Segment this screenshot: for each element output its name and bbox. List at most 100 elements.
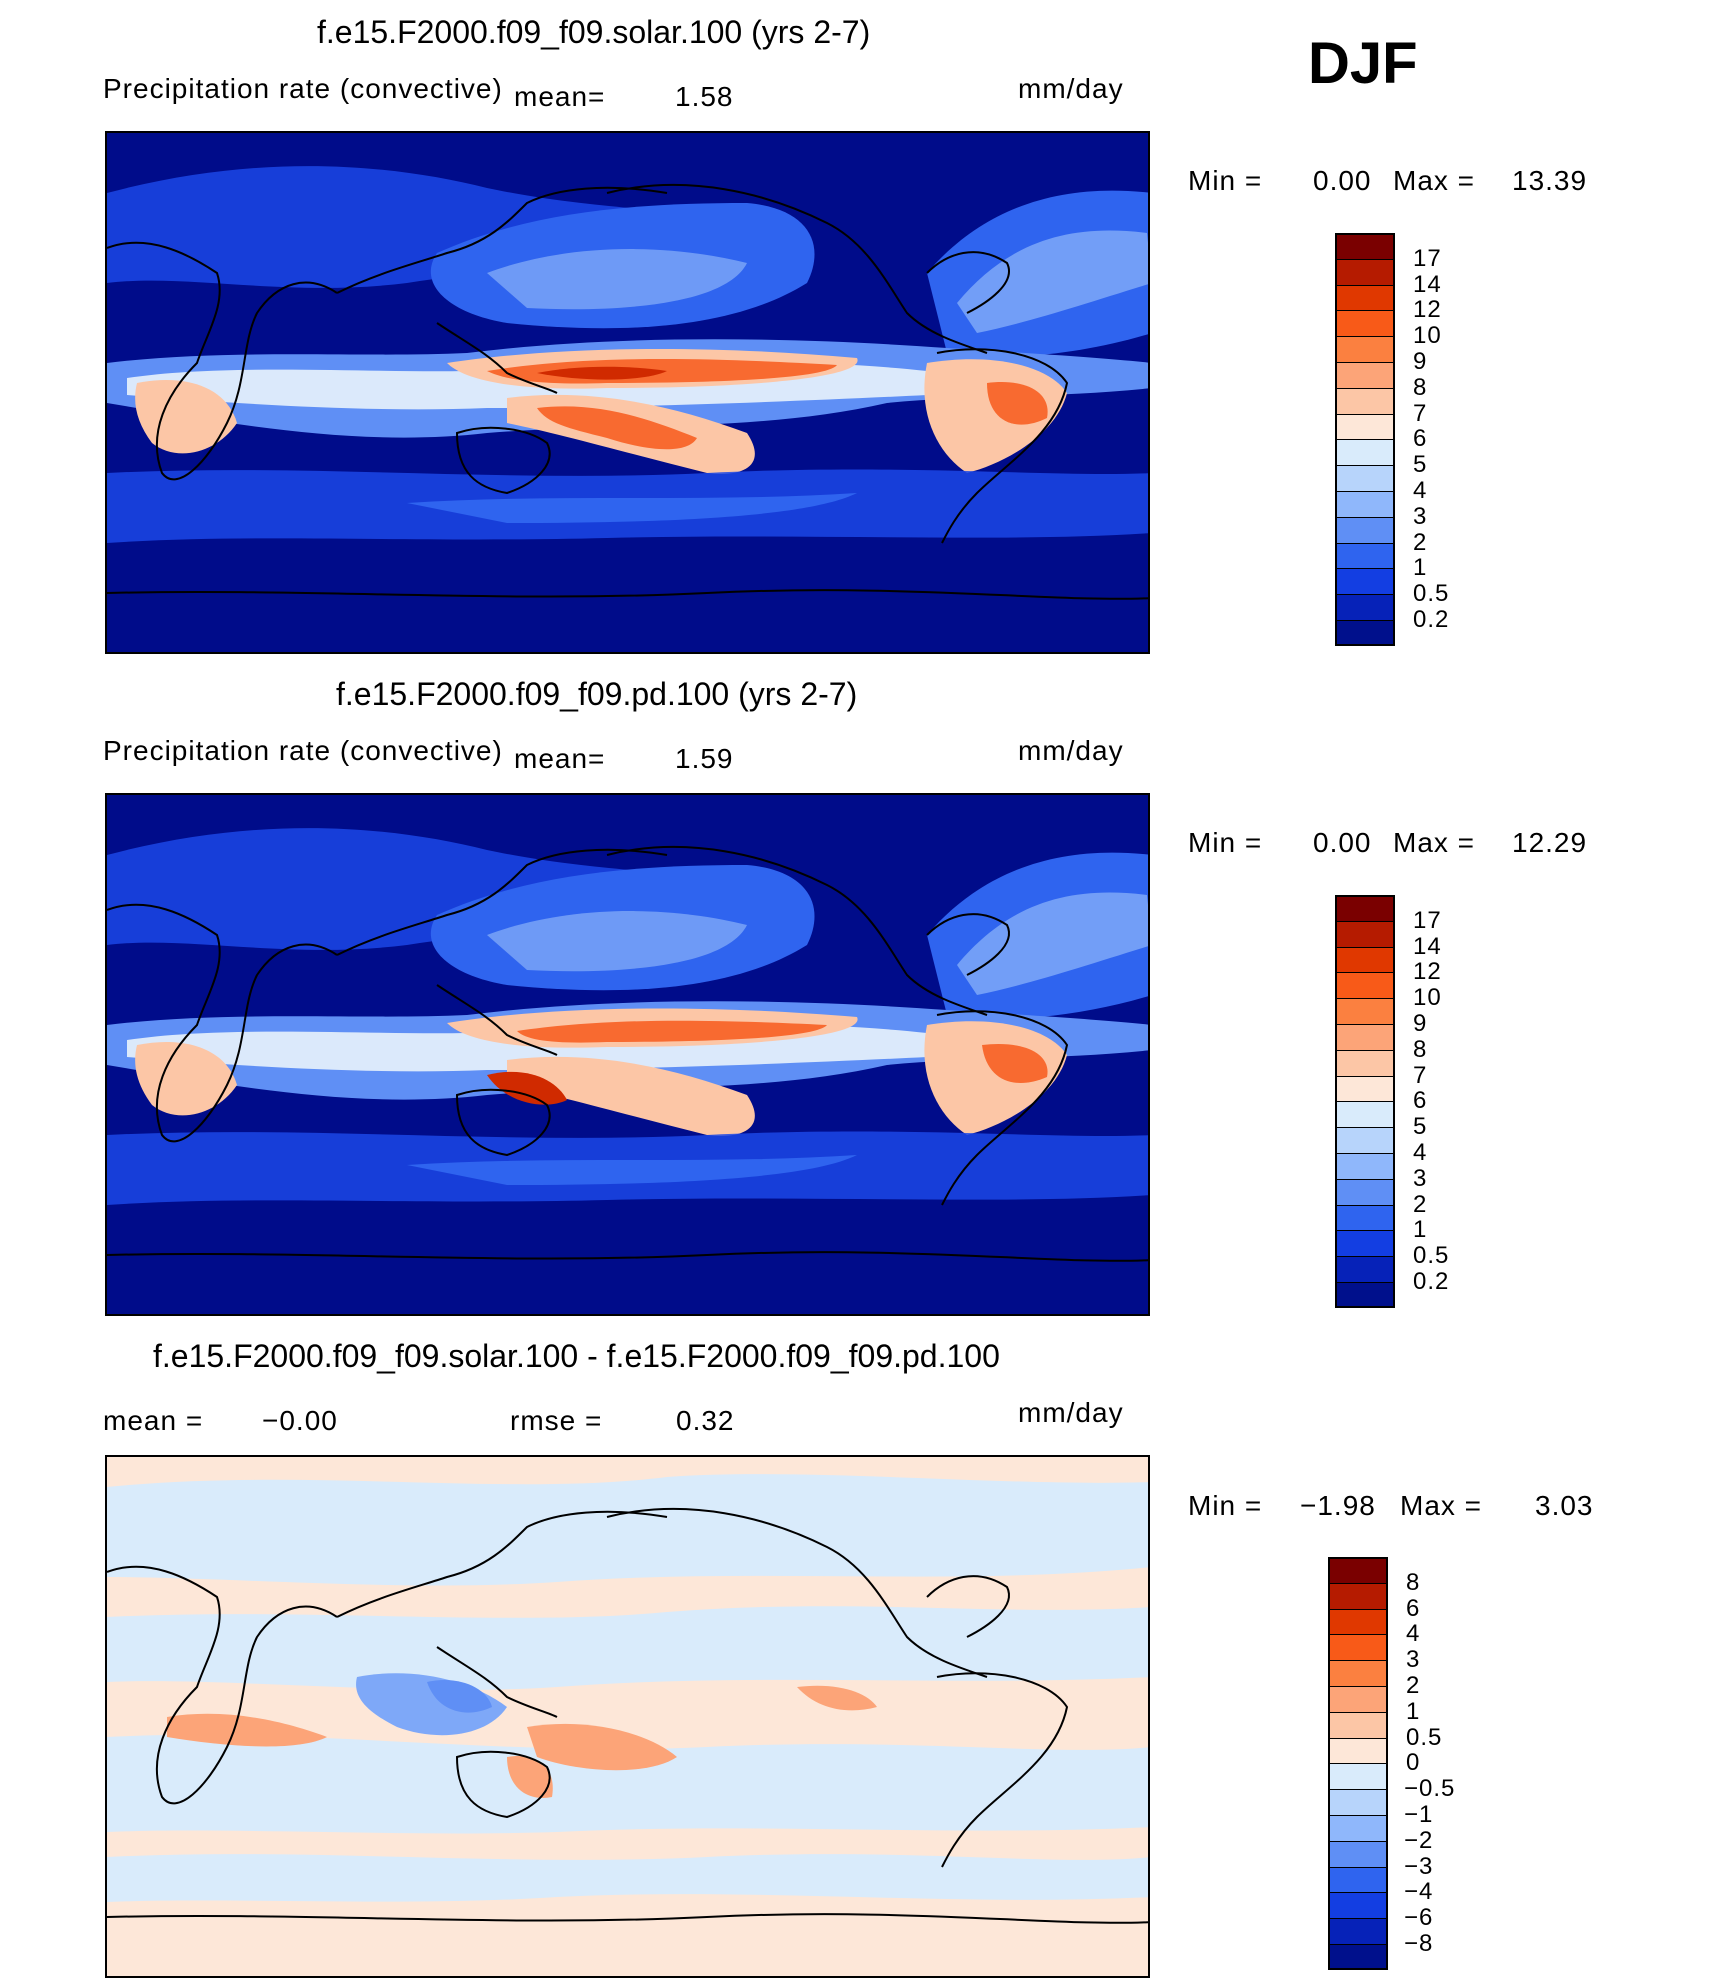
coast-north-america-west (606, 1508, 988, 1678)
coast-maritime (436, 1646, 558, 1718)
itcz-warm-core (537, 366, 667, 380)
colorbar-cell (1335, 895, 1395, 921)
panel3-mean-label: mean = (103, 1405, 204, 1436)
colorbar-cell (1335, 972, 1395, 999)
panel3-map (105, 1455, 1150, 1978)
panel1-mean-value: 1.58 (675, 81, 734, 112)
season-label: DJF (1308, 31, 1418, 96)
panel1-map (105, 131, 1150, 654)
colorbar-cell (1335, 920, 1395, 947)
colorbar-tick-label: 17 (1413, 906, 1442, 934)
colorbar-tick-label: 1 (1406, 1697, 1421, 1725)
colorbar-cell (1335, 568, 1395, 595)
amazon-core (987, 382, 1048, 425)
colorbar-cell (1335, 542, 1395, 569)
coast-africa-europe (107, 1565, 338, 1805)
coast-maritime (436, 984, 558, 1056)
panel2-mean-label: mean= (514, 743, 606, 774)
amazon-convection (924, 359, 1067, 473)
coast-asia-south (336, 186, 668, 294)
colorbar-cell (1335, 1204, 1395, 1231)
coast-south-america (936, 348, 1069, 544)
colorbar-cell (1328, 1944, 1388, 1970)
coast-australia (455, 1088, 551, 1157)
colorbar-frame (1328, 1557, 1388, 1970)
colorbar-cell (1328, 1789, 1388, 1815)
panel3-title: f.e15.F2000.f09_f09.solar.100 - f.e15.F2… (153, 1338, 1000, 1374)
colorbar-tick-label: 9 (1413, 348, 1428, 375)
colorbar-tick-label: 0 (1406, 1749, 1421, 1777)
colorbar-cell (1335, 1024, 1395, 1050)
colorbar-tick-label: 6 (1413, 1087, 1428, 1115)
colorbar-cell (1328, 1840, 1388, 1867)
colorbar-cell (1328, 1582, 1388, 1609)
panel2-variable: Precipitation rate (convective) (103, 735, 503, 766)
coast-south-america (936, 1672, 1069, 1868)
colorbar-frame (1335, 895, 1395, 1308)
colorbar-cell (1335, 362, 1395, 388)
coast-antarctica (107, 589, 1148, 600)
colorbar-tick-label: 17 (1413, 244, 1442, 272)
africa-positive (167, 1713, 327, 1747)
colorbar-cell (1335, 387, 1395, 414)
colorbar-tick-label: 5 (1413, 451, 1428, 479)
spcz-warm-mid (537, 406, 697, 450)
colorbar-tick-label: 2 (1413, 1190, 1428, 1218)
sh-storm-band-mid (407, 1155, 857, 1185)
panel2-mean-value: 1.59 (675, 743, 734, 774)
panel1-min-label: Min = (1188, 165, 1263, 196)
colorbar-tick-label: 4 (1413, 1139, 1428, 1166)
colorbar-tick-label: 10 (1413, 984, 1442, 1012)
nh-cool-band (107, 1474, 1148, 1586)
coast-australia (455, 1750, 551, 1819)
colorbar-tick-label: −3 (1404, 1852, 1434, 1880)
itcz-warm-mid (517, 1020, 827, 1043)
australia-monsoon-core (487, 1071, 567, 1105)
coast-maritime (436, 322, 558, 394)
panel2-map-svg (107, 795, 1148, 1314)
coastlines (107, 1508, 1148, 1924)
coast-north-america-west (606, 846, 988, 1016)
colorbar-tick-label: −2 (1404, 1826, 1434, 1854)
sh-cool-band (107, 1734, 1148, 1834)
australia-positive (507, 1756, 553, 1798)
coast-africa-europe (107, 241, 338, 481)
colorbar-cell (1328, 1711, 1388, 1738)
panel2-min-label: Min = (1188, 827, 1263, 858)
coast-north-america-east (926, 913, 1010, 976)
colorbar-cell (1335, 465, 1395, 491)
colorbar-cell (1328, 1686, 1388, 1712)
panel3-units: mm/day (1018, 1397, 1124, 1428)
amazon-core (982, 1043, 1048, 1084)
colorbar-tick-label: 2 (1406, 1672, 1421, 1699)
colorbar-cell (1335, 1178, 1395, 1205)
coastlines (107, 846, 1148, 1262)
colorbar-tick-label: 0.5 (1413, 580, 1450, 608)
spcz-positive (527, 1723, 677, 1771)
colorbar-tick-label: 9 (1413, 1010, 1428, 1037)
panel1-min-value: 0.00 (1313, 165, 1372, 196)
sh-storm-band-mid (407, 493, 857, 523)
north-atlantic-light (957, 892, 1148, 995)
spcz-warm-light (507, 1056, 755, 1136)
panel2-min-value: 0.00 (1313, 827, 1372, 858)
colorbar-tick-label: −1 (1404, 1801, 1434, 1828)
colorbar-tick-label: 4 (1406, 1620, 1421, 1648)
colorbar-tick-label: 2 (1413, 528, 1428, 556)
colorbar-tick-label: 14 (1413, 270, 1442, 298)
colorbar-cell (1335, 1282, 1395, 1308)
colorbar-cell (1328, 1608, 1388, 1635)
colorbar-tick-label: −0.5 (1404, 1775, 1456, 1803)
colorbar-cell (1335, 1101, 1395, 1128)
colorbar-tick-label: 4 (1413, 477, 1428, 504)
colorbar-tick-label: −4 (1404, 1878, 1434, 1906)
panel2-max-label: Max = (1393, 827, 1476, 858)
colorbar-tick-label: 8 (1413, 373, 1428, 401)
colorbar-cell (1328, 1634, 1388, 1661)
colorbar-cell (1328, 1737, 1388, 1764)
colorbar-cell (1335, 946, 1395, 973)
maritime-negative-core (427, 1679, 492, 1713)
colorbar-cell (1335, 1153, 1395, 1179)
africa-convection (135, 379, 237, 454)
colorbar-cell (1335, 1075, 1395, 1102)
